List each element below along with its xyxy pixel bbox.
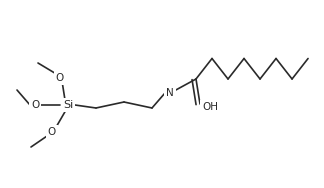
Text: O: O: [31, 100, 39, 110]
Text: N: N: [166, 88, 174, 98]
Text: Si: Si: [63, 100, 73, 110]
Text: O: O: [48, 127, 56, 137]
Text: OH: OH: [202, 102, 218, 112]
Text: O: O: [56, 73, 64, 83]
